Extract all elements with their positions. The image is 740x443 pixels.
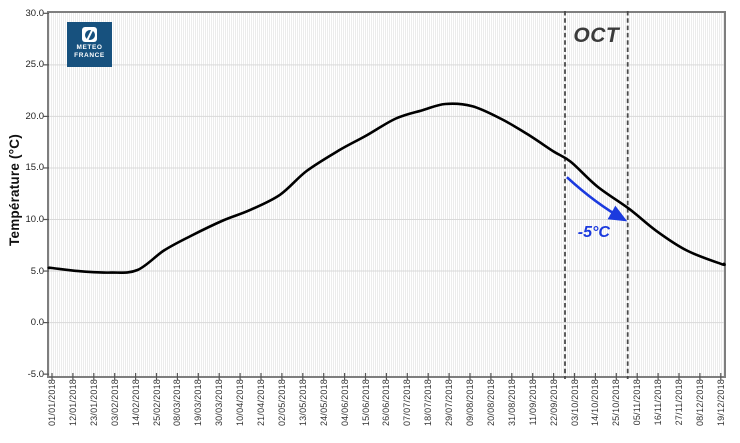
temperature-drop-label: -5°C <box>577 223 610 241</box>
x-tick-label: 01/01/2018 <box>47 379 57 427</box>
x-tick-label: 02/05/2018 <box>276 379 287 427</box>
x-tick-label: 14/10/2018 <box>590 379 601 427</box>
x-tick-label: 25/10/2018 <box>611 379 622 427</box>
x-tick-label: 05/11/2018 <box>632 379 643 426</box>
x-tick-label: 31/08/2018 <box>506 379 517 427</box>
x-tick-label: 08/03/2018 <box>172 379 183 427</box>
x-tick-label: 03/02/2018 <box>109 379 120 427</box>
x-tick-label: 27/11/2018 <box>674 379 684 426</box>
x-tick-label: 16/11/2018 <box>653 379 664 426</box>
x-tick-label: 04/06/2018 <box>339 379 350 427</box>
x-tick-label: 19/03/2018 <box>193 379 204 427</box>
x-tick-label: 08/12/2018 <box>694 379 705 427</box>
x-tick-label: 24/05/2018 <box>318 379 329 427</box>
meteo-france-globe-icon <box>82 27 97 42</box>
x-tick-label: 29/07/2018 <box>444 379 455 427</box>
x-tick-label: 30/03/2018 <box>214 379 225 427</box>
x-tick-label: 22/09/2018 <box>548 379 559 427</box>
x-tick-label: 14/02/2018 <box>130 379 141 427</box>
y-tick-label: 30.0 <box>25 7 45 19</box>
x-tick-label: 10/04/2018 <box>235 379 246 427</box>
month-band-label: OCT <box>573 24 620 47</box>
x-tick-label: 21/04/2018 <box>256 379 266 427</box>
y-tick-label: 25.0 <box>25 59 45 71</box>
y-tick-label: 0.0 <box>30 317 44 329</box>
x-tick-label: 13/05/2018 <box>297 379 308 427</box>
plot-svg <box>43 11 726 380</box>
x-tick-label: 12/01/2018 <box>67 379 78 427</box>
x-tick-label: 20/08/2018 <box>485 379 496 427</box>
logo-text-line2: FRANCE <box>74 52 105 59</box>
logo-text-line1: METEO <box>76 44 103 51</box>
x-tick-label: 03/10/2018 <box>569 379 580 427</box>
y-tick-label: 15.0 <box>25 162 45 174</box>
y-axis-title: Température (°C) <box>7 134 22 246</box>
x-tick-label: 23/01/2018 <box>88 379 99 427</box>
y-tick-label: 5.0 <box>30 265 44 277</box>
x-tick-label: 26/06/2018 <box>381 379 392 427</box>
meteo-france-logo: METEO FRANCE <box>67 22 112 67</box>
y-tick-label: 20.0 <box>25 110 45 122</box>
y-tick-label: -5.0 <box>27 368 44 380</box>
x-tick-label: 11/09/2018 <box>527 379 538 426</box>
y-tick-label: 10.0 <box>25 214 45 225</box>
plot-area: OCT -5°C <box>43 11 726 380</box>
x-tick-label: 25/02/2018 <box>151 379 162 427</box>
x-tick-label: 18/07/2018 <box>423 379 434 427</box>
x-tick-label: 09/08/2018 <box>465 379 475 427</box>
x-tick-label: 07/07/2018 <box>402 379 413 427</box>
x-tick-label: 15/06/2018 <box>360 379 371 427</box>
x-tick-label: 19/12/2018 <box>715 379 726 427</box>
